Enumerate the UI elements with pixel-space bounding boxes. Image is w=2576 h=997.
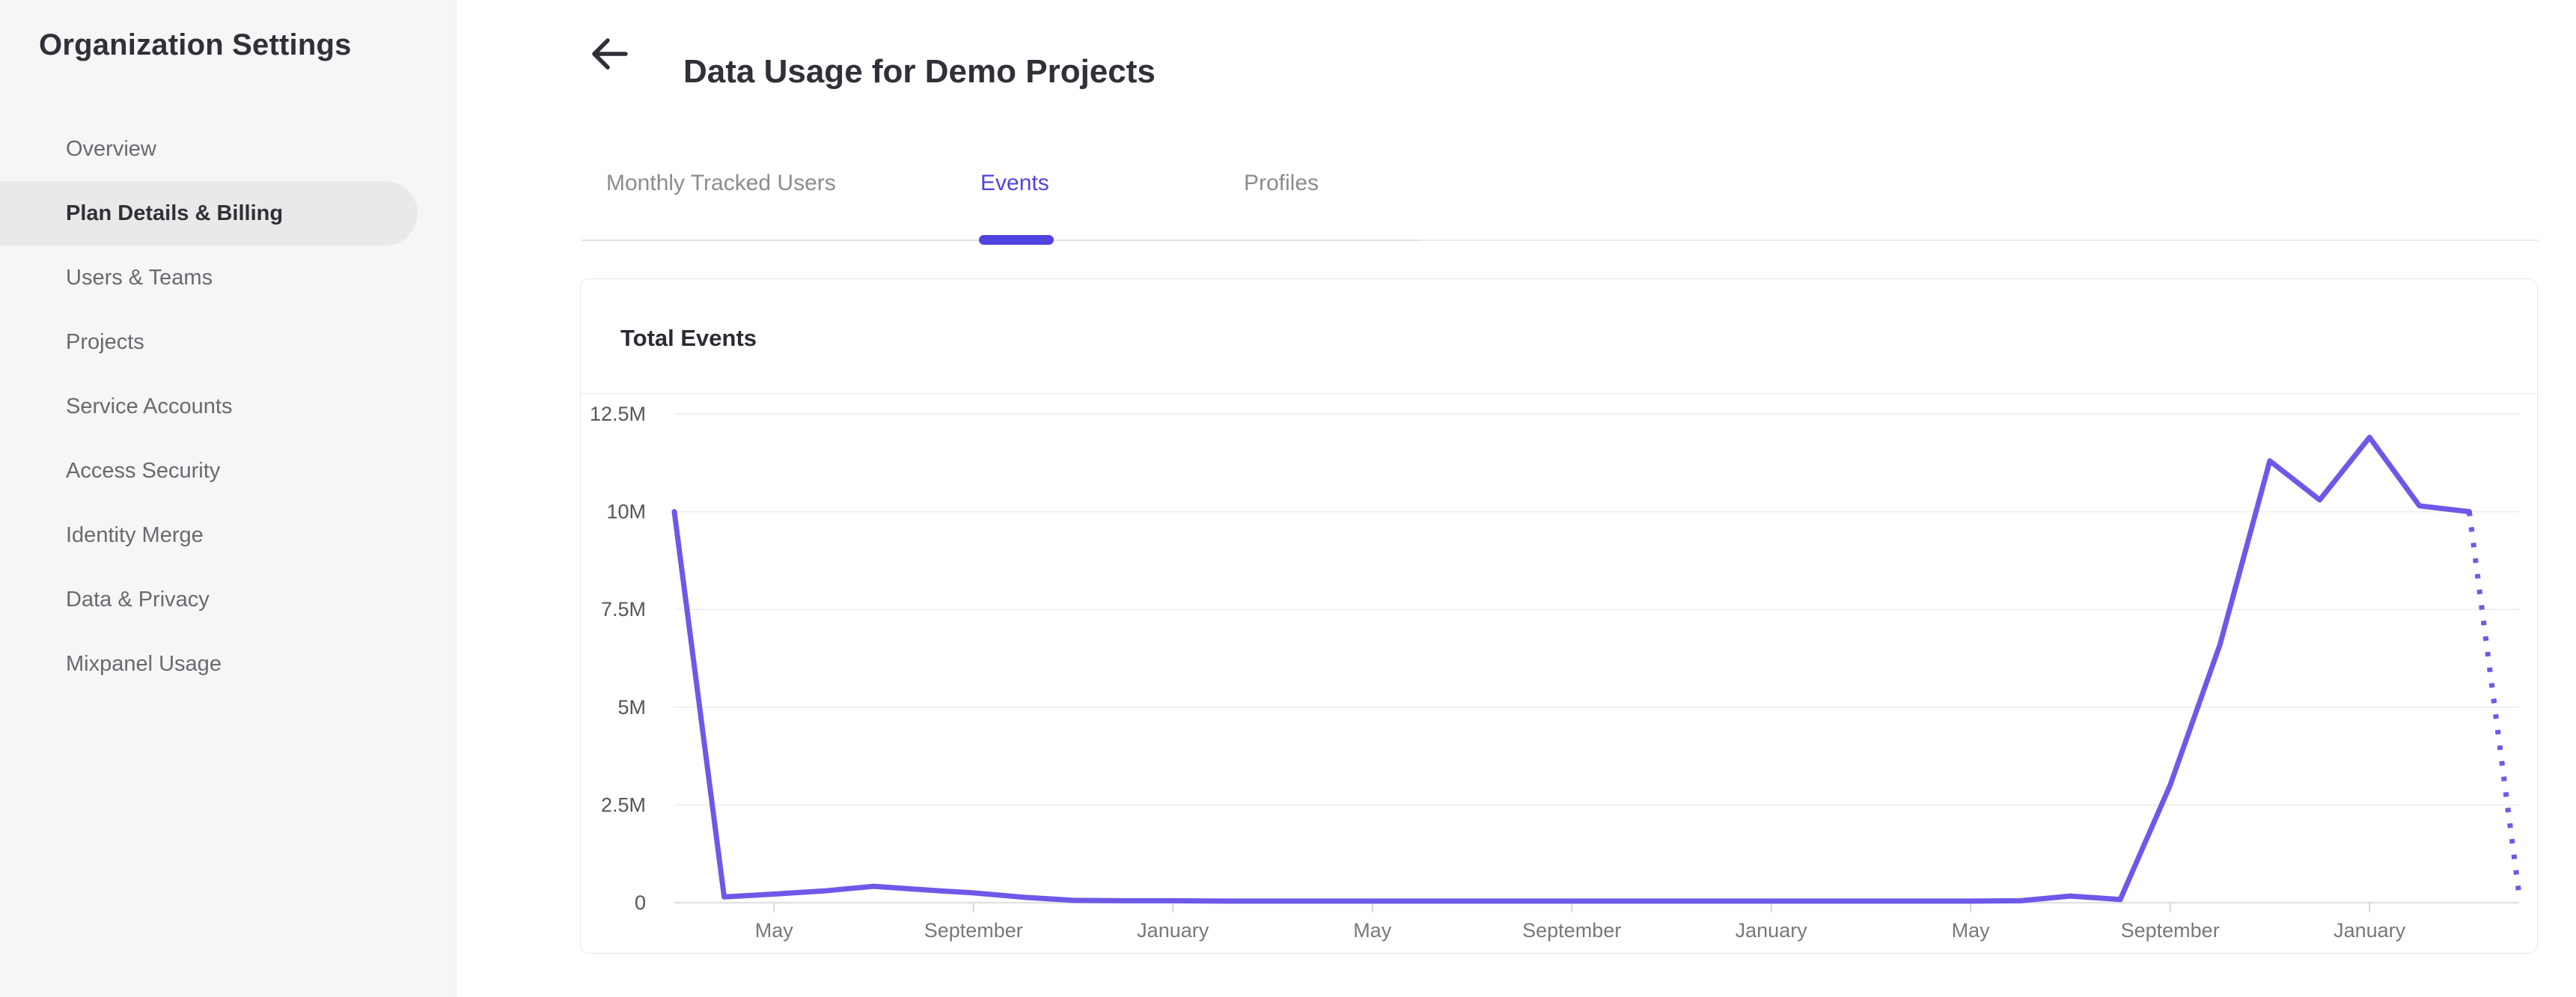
sidebar: Organization Settings Overview Plan Detai… xyxy=(0,0,457,997)
svg-text:12.5M: 12.5M xyxy=(590,403,646,425)
svg-text:May: May xyxy=(755,919,794,942)
svg-text:September: September xyxy=(2121,919,2220,942)
svg-text:January: January xyxy=(1137,919,1209,942)
tabs-border xyxy=(582,240,2539,241)
svg-text:7.5M: 7.5M xyxy=(601,598,646,621)
svg-text:0: 0 xyxy=(635,891,646,914)
svg-text:January: January xyxy=(1736,919,1808,942)
sidebar-item-projects[interactable]: Projects xyxy=(66,330,144,354)
svg-text:May: May xyxy=(1353,919,1392,942)
tab-events[interactable]: Events xyxy=(980,171,1049,195)
tab-monthly-tracked-users[interactable]: Monthly Tracked Users xyxy=(606,171,836,195)
card-title: Total Events xyxy=(620,325,757,351)
sidebar-title: Organization Settings xyxy=(39,28,352,61)
sidebar-item-data-privacy[interactable]: Data & Privacy xyxy=(66,588,210,612)
svg-text:January: January xyxy=(2334,919,2406,942)
sidebar-item-plan-details-billing[interactable]: Plan Details & Billing xyxy=(0,181,418,246)
card-header: Total Events xyxy=(581,279,2537,394)
sidebar-item-identity-merge[interactable]: Identity Merge xyxy=(66,523,204,547)
tabs-bar: Monthly Tracked Users Events Profiles xyxy=(582,150,2539,245)
svg-text:5M: 5M xyxy=(617,696,646,719)
sidebar-item-access-security[interactable]: Access Security xyxy=(66,459,221,483)
svg-text:May: May xyxy=(1952,919,1991,942)
svg-text:2.5M: 2.5M xyxy=(601,793,646,816)
svg-text:September: September xyxy=(1522,919,1621,942)
total-events-card: Total Events 12.5M 10M 7.5M 5M 2.5M 0 May Septe… xyxy=(580,278,2538,954)
sidebar-nav: Overview Plan Details & Billing Users & Te… xyxy=(0,117,457,696)
sidebar-item-overview[interactable]: Overview xyxy=(66,137,156,161)
active-tab-indicator xyxy=(979,235,1054,245)
left-arrow-icon xyxy=(588,38,633,79)
sidebar-item-service-accounts[interactable]: Service Accounts xyxy=(66,394,233,418)
svg-text:September: September xyxy=(924,919,1023,942)
sidebar-item-users-teams[interactable]: Users & Teams xyxy=(66,266,213,290)
page-title: Data Usage for Demo Projects xyxy=(683,53,1156,91)
back-button[interactable] xyxy=(588,31,633,76)
total-events-chart: 12.5M 10M 7.5M 5M 2.5M 0 May September January Ma… xyxy=(581,394,2537,954)
svg-text:10M: 10M xyxy=(606,501,646,523)
tab-profiles[interactable]: Profiles xyxy=(1244,171,1319,195)
sidebar-item-mixpanel-usage[interactable]: Mixpanel Usage xyxy=(66,652,222,676)
